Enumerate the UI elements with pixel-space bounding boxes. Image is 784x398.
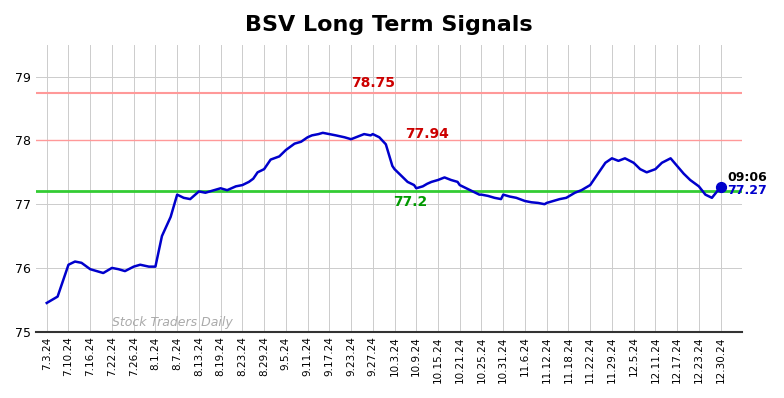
Point xyxy=(714,184,727,190)
Text: Stock Traders Daily: Stock Traders Daily xyxy=(112,316,233,329)
Text: 77.94: 77.94 xyxy=(405,127,449,141)
Text: 77.27: 77.27 xyxy=(727,183,767,197)
Text: 78.75: 78.75 xyxy=(350,76,395,90)
Text: 77.2: 77.2 xyxy=(393,195,427,209)
Text: 09:06: 09:06 xyxy=(727,171,767,184)
Title: BSV Long Term Signals: BSV Long Term Signals xyxy=(245,15,533,35)
